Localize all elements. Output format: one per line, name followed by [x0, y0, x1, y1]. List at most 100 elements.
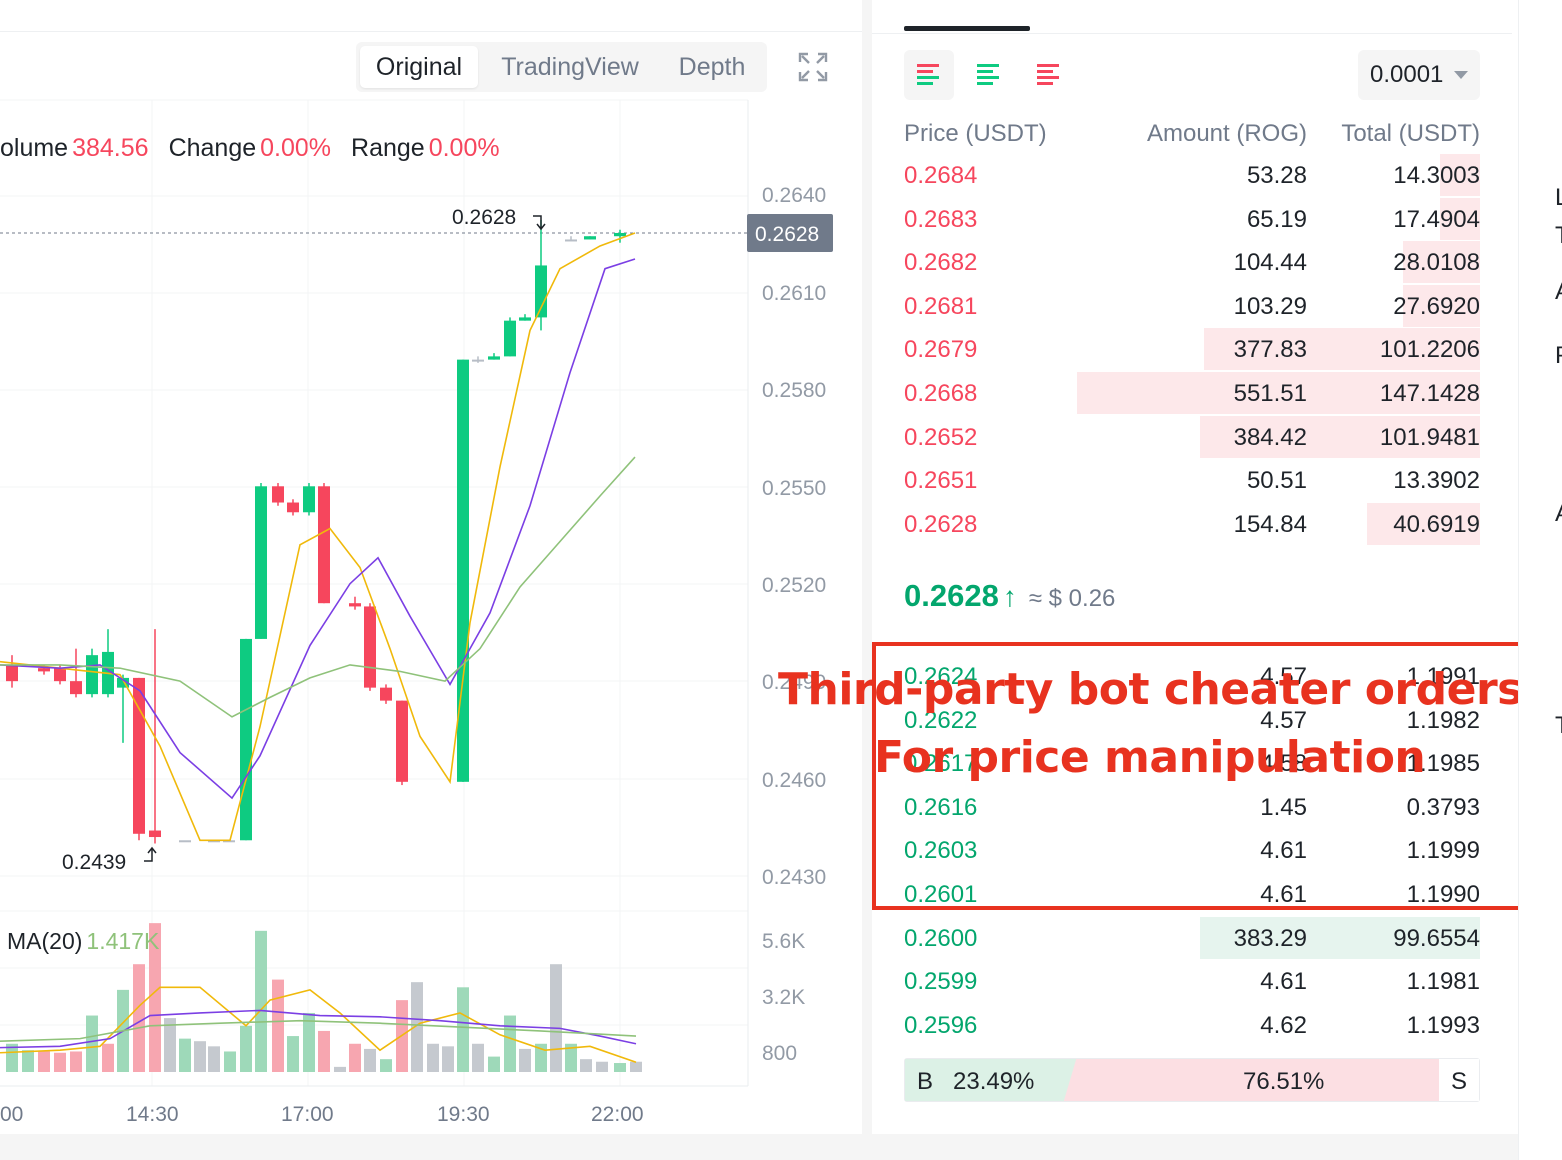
trade-panel-text-fragment: A: [1555, 500, 1562, 528]
candle-body: [117, 677, 129, 688]
bid-row[interactable]: 0.2599 4.61 1.1981: [904, 960, 1480, 1002]
ask-row[interactable]: 0.2684 53.28 14.3003: [904, 154, 1480, 196]
bid-row[interactable]: 0.2616 1.45 0.3793: [904, 786, 1480, 828]
bid-row[interactable]: 0.2600 383.29 99.6554: [904, 916, 1480, 959]
price-axis-tick: 0.2490: [762, 671, 826, 694]
ask-row[interactable]: 0.2683 65.19 17.4904: [904, 197, 1480, 240]
ask-total: 101.9481: [1379, 423, 1480, 451]
ask-depth-bar: [1403, 241, 1480, 284]
volume-bar: [38, 1051, 50, 1072]
bid-total: 1.1993: [1406, 1011, 1480, 1039]
ask-row[interactable]: 0.2679 377.83 101.2206: [904, 328, 1480, 371]
volume-ma-label: MA(20): [7, 928, 83, 954]
last-price-display[interactable]: 0.2628 ↑ ≈ $ 0.26: [904, 578, 1115, 614]
candle-body: [6, 664, 18, 682]
bid-row[interactable]: 0.2603 4.61 1.1999: [904, 829, 1480, 871]
volume-bar: [179, 1038, 191, 1072]
candle-body: [133, 677, 145, 834]
ask-amount: 551.51: [1233, 380, 1307, 407]
candle-body: [70, 681, 82, 695]
bid-row[interactable]: 0.2601 4.61 1.1990: [904, 873, 1480, 915]
ask-total: 13.3902: [1393, 467, 1480, 495]
volume-bar: [596, 1061, 608, 1072]
bid-amount: 4.61: [1260, 837, 1307, 865]
ask-price: 0.2668: [904, 380, 978, 407]
candle-body: [255, 486, 267, 639]
ask-amount: 154.84: [1233, 510, 1307, 538]
chart-top-strip: [0, 0, 862, 32]
ma25-line: [0, 258, 636, 800]
chart-view-toggle: Original TradingView Depth: [356, 42, 767, 92]
ask-row[interactable]: 0.2628 154.84 40.6919: [904, 502, 1480, 545]
bid-row[interactable]: 0.2617 4.58 1.1985: [904, 742, 1480, 784]
bid-price: 0.2600: [904, 924, 978, 952]
order-book-tab-indicator: [904, 26, 1030, 31]
change-value: 0.00%: [260, 134, 332, 162]
range-label: Range: [351, 134, 425, 162]
book-mode-asks-button[interactable]: [1024, 50, 1074, 100]
price-column-header: Price (USDT): [904, 120, 1047, 147]
ask-total: 147.1428: [1379, 380, 1480, 407]
order-book-panel: 0.0001 Price (USDT) Amount (ROG) Total (…: [872, 0, 1512, 1134]
ask-row[interactable]: 0.2681 103.29 27.6920: [904, 284, 1480, 327]
ask-row[interactable]: 0.2651 50.51 13.3902: [904, 459, 1480, 501]
volume-ma10-line: [0, 1009, 637, 1049]
bid-row[interactable]: 0.2622 4.57 1.1982: [904, 699, 1480, 741]
candle-body: [614, 232, 626, 237]
book-mode-bids-button[interactable]: [964, 50, 1014, 100]
volume-bar: [565, 1043, 577, 1072]
volume-ma5-line: [0, 986, 637, 1064]
ask-depth-bar: [1403, 284, 1480, 327]
view-depth-tab[interactable]: Depth: [678, 53, 746, 81]
volume-bar: [504, 1015, 516, 1072]
volume-bar: [488, 1056, 500, 1072]
candle-body: [240, 638, 252, 841]
volume-label: olume: [0, 134, 69, 162]
ask-row[interactable]: 0.2652 384.42 101.9481: [904, 415, 1480, 458]
volume-bar: [535, 1043, 547, 1072]
ask-row[interactable]: 0.2668 551.51 147.1428: [904, 372, 1480, 414]
sell-ratio-label-box: [1439, 1059, 1479, 1101]
candle-body: [457, 359, 469, 782]
bid-total: 1.1991: [1406, 663, 1480, 690]
volume-bar: [303, 1012, 315, 1072]
bid-price: 0.2601: [904, 881, 978, 908]
candle-body: [380, 687, 392, 701]
candle-body: [223, 840, 235, 843]
fullscreen-expand-icon[interactable]: [798, 52, 828, 82]
annotation-line-2: For price manipulation: [874, 732, 1426, 783]
current-price-tag-text: 0.2628: [755, 223, 819, 246]
kline-chart-svg[interactable]: 0.2640 0.2610 0.2580 0.2550 0.2520 0.2490 0.24…: [0, 0, 862, 1134]
panel-divider: [862, 0, 872, 1134]
amount-column-header: Amount (ROG): [1146, 120, 1307, 147]
volume-bar: [580, 1059, 592, 1072]
candle-body: [287, 502, 299, 513]
view-original-tab[interactable]: Original: [360, 46, 478, 88]
ask-price: 0.2652: [904, 423, 978, 451]
volume-bar: [334, 1066, 346, 1072]
ask-amount: 53.28: [1246, 162, 1307, 189]
ask-row[interactable]: 0.2682 104.44 28.0108: [904, 241, 1480, 284]
ask-amount: 65.19: [1246, 205, 1307, 233]
volume-ma20-line: [0, 1019, 637, 1042]
precision-select[interactable]: 0.0001: [1358, 50, 1480, 100]
trade-panel-text-fragment: T: [1555, 222, 1562, 250]
buy-ratio-label: B: [917, 1068, 934, 1095]
view-tradingview-tab[interactable]: TradingView: [501, 53, 639, 81]
bid-row[interactable]: 0.2596 4.62 1.1993: [904, 1004, 1480, 1046]
candle-body: [179, 840, 191, 843]
time-axis-tick: 14:30: [126, 1103, 179, 1126]
ask-amount: 384.42: [1233, 423, 1307, 451]
total-column-header: Total (USDT): [1341, 120, 1480, 147]
price-axis-tick: 0.2640: [762, 184, 826, 207]
candle-body: [504, 320, 516, 357]
volume-bar: [240, 1025, 252, 1072]
book-mode-both-button[interactable]: [904, 50, 954, 100]
ask-total: 27.6920: [1393, 292, 1480, 320]
volume-bar: [224, 1051, 236, 1072]
bid-amount: 1.45: [1260, 793, 1307, 821]
bid-row[interactable]: 0.2624 4.57 1.1991: [904, 655, 1480, 697]
low-marker-arrow-icon: [144, 846, 157, 862]
change-label: Change: [168, 134, 257, 162]
ask-total: 28.0108: [1393, 249, 1480, 277]
